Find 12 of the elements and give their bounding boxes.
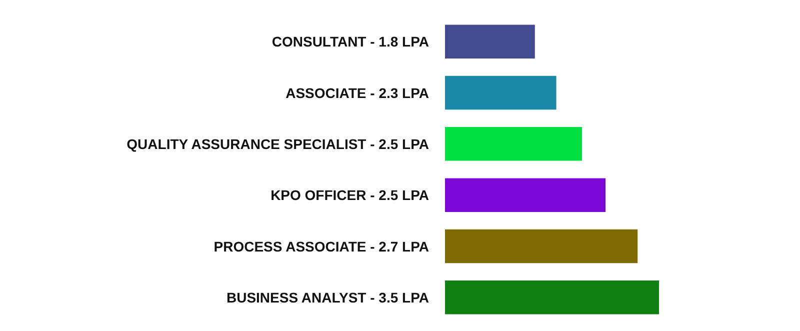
y-tick-label: CONSULTANT - 1.8 LPA <box>272 34 429 50</box>
y-tick-label: PROCESS ASSOCIATE - 2.7 LPA <box>214 238 429 254</box>
bar <box>445 229 638 264</box>
bar <box>445 280 659 314</box>
bar <box>445 127 582 161</box>
y-tick-label: BUSINESS ANALYST - 3.5 LPA <box>226 289 429 306</box>
y-tick-label: KPO OFFICER - 2.5 LPA <box>270 187 429 204</box>
y-tick-label: QUALITY ASSURANCE SPECIALIST - 2.5 LPA <box>126 136 429 152</box>
bar <box>445 76 556 110</box>
bar <box>445 24 535 58</box>
y-tick-label: ASSOCIATE - 2.3 LPA <box>286 84 429 101</box>
bar <box>445 178 606 212</box>
